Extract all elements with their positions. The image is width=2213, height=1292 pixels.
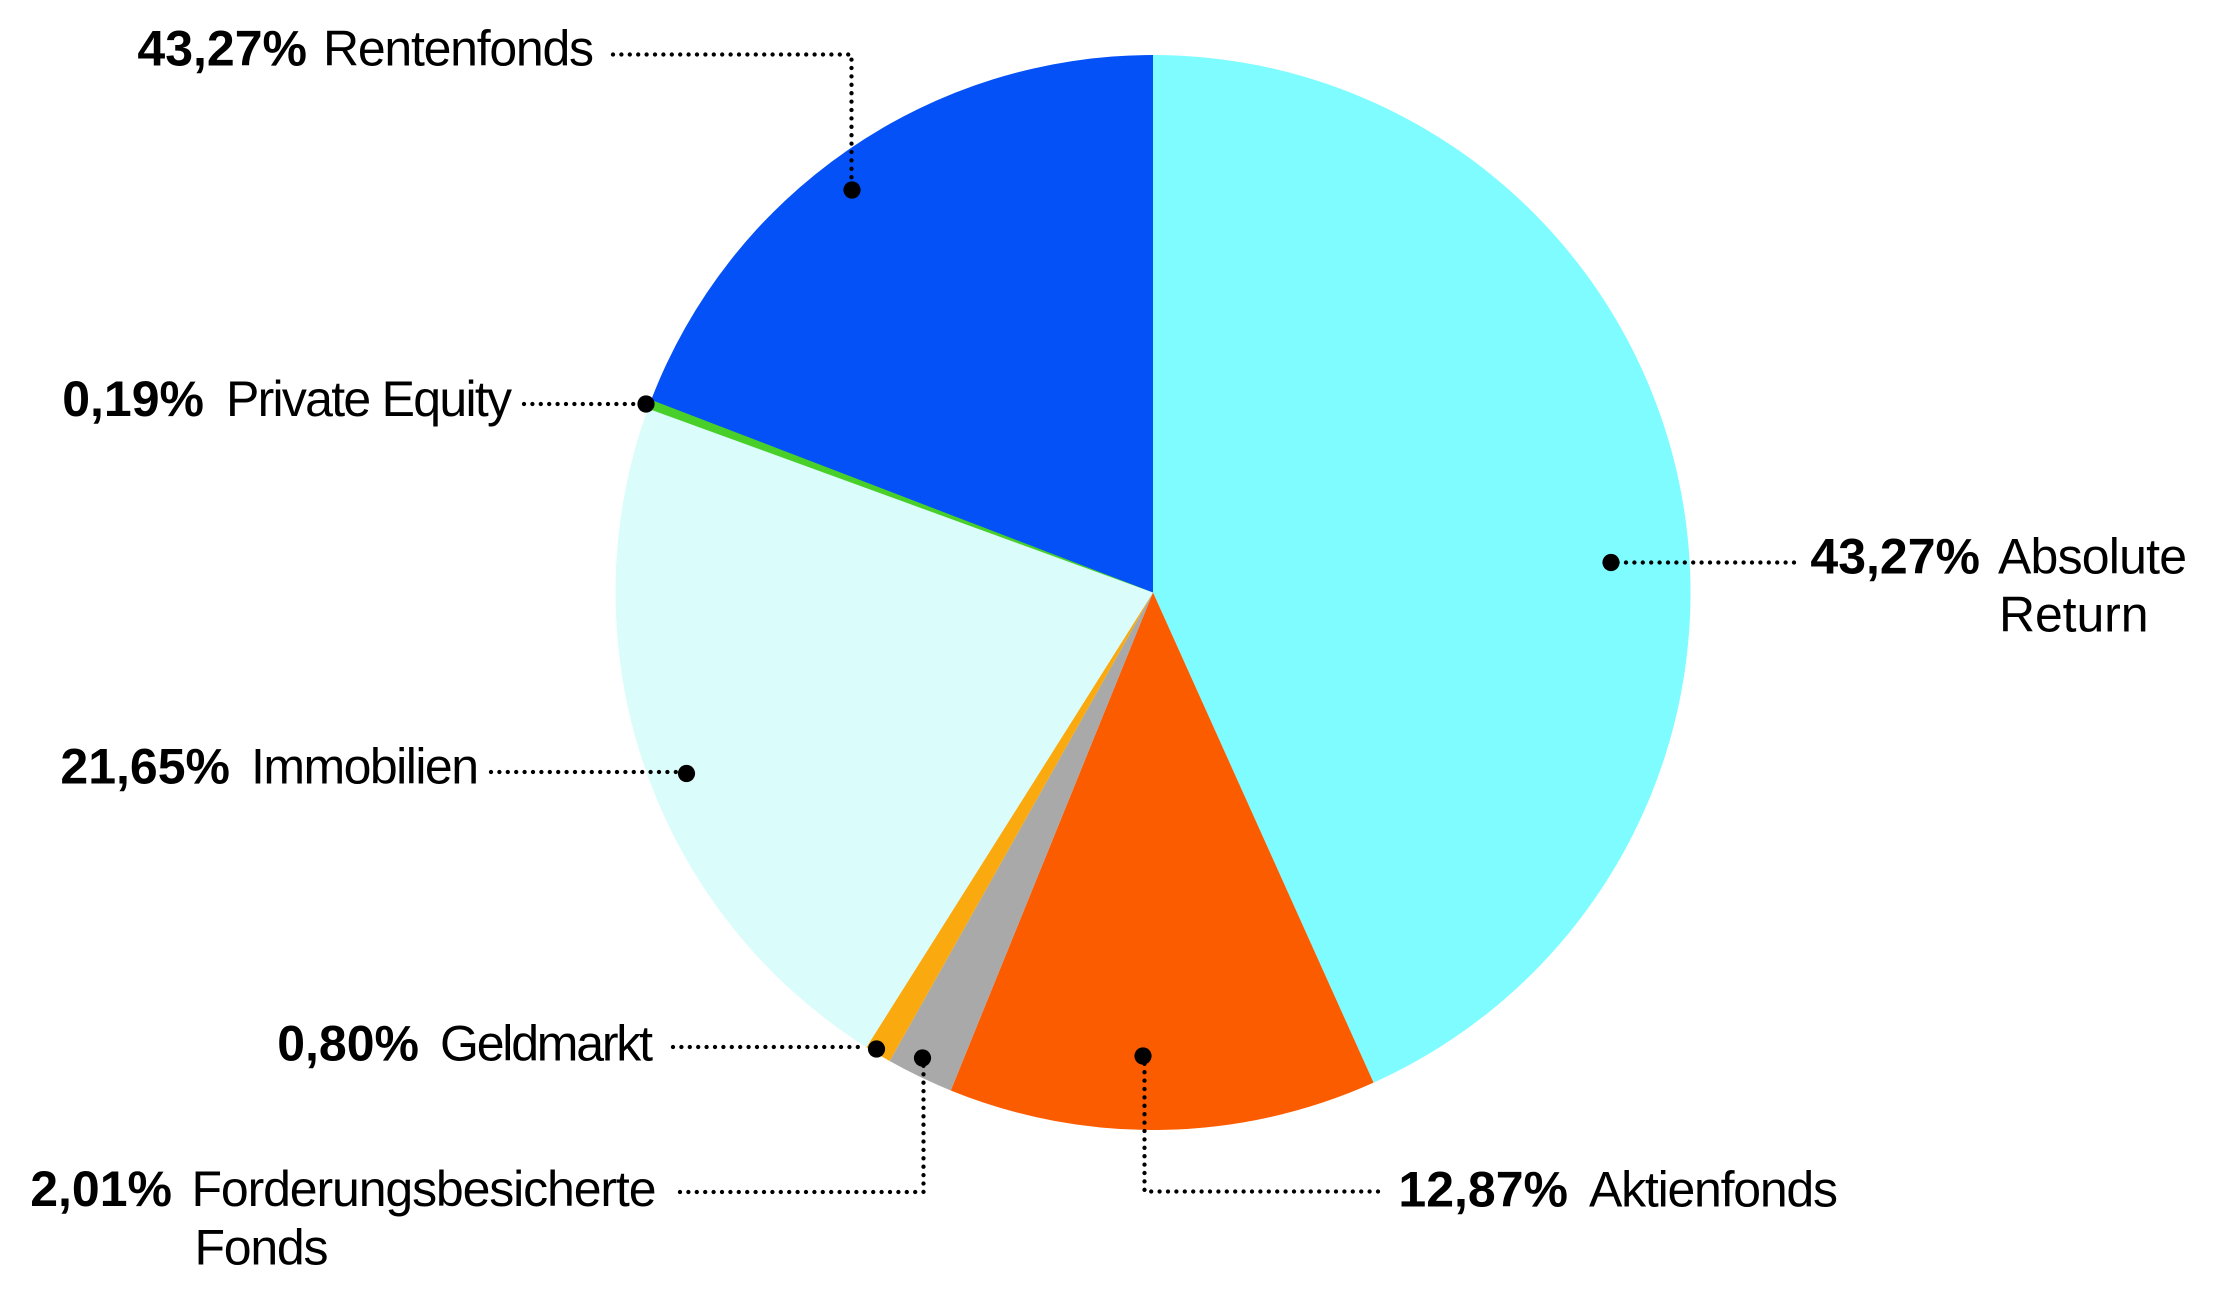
svg-text:43,27%: 43,27% [137,20,307,76]
svg-text:43,27%: 43,27% [1810,528,1980,584]
svg-text:Forderungsbesicherte: Forderungsbesicherte [192,1161,657,1217]
svg-text:0,80%: 0,80% [277,1016,419,1072]
svg-text:Return: Return [1999,586,2149,642]
svg-text:Rentenfonds: Rentenfonds [323,20,594,76]
svg-text:Aktienfonds: Aktienfonds [1589,1161,1838,1217]
svg-text:Absolute: Absolute [1998,528,2187,584]
svg-text:Immobilien: Immobilien [251,739,479,795]
svg-text:Fonds: Fonds [195,1219,329,1275]
svg-text:12,87%: 12,87% [1398,1161,1568,1217]
svg-text:Geldmarkt: Geldmarkt [440,1016,653,1072]
svg-text:Private Equity: Private Equity [226,371,512,427]
svg-text:21,65%: 21,65% [60,739,230,795]
svg-text:2,01%: 2,01% [30,1161,172,1217]
svg-text:0,19%: 0,19% [62,371,204,427]
